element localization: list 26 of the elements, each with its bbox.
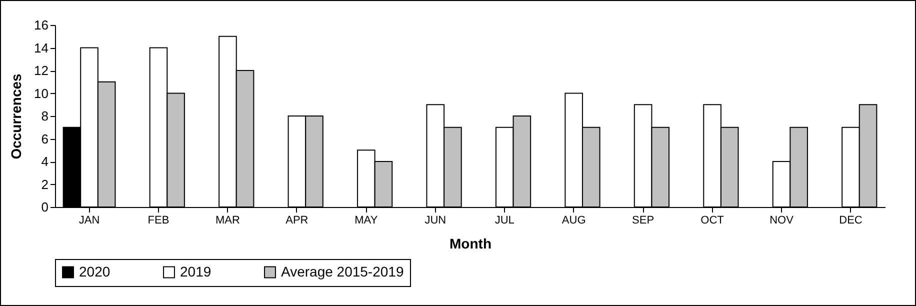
x-tick-label: MAR <box>215 214 240 226</box>
y-tick-label: 16 <box>34 18 48 32</box>
legend-label: Average 2015-2019 <box>281 263 404 280</box>
y-tick-label: 10 <box>34 86 48 101</box>
y-tick-label: 12 <box>34 63 48 78</box>
legend-label: 2020 <box>79 263 110 280</box>
x-tick-label: FEB <box>148 214 170 226</box>
y-tick-label: 0 <box>41 200 48 214</box>
x-tick-label: SEP <box>632 214 654 226</box>
x-tick-label: OCT <box>700 214 724 226</box>
x-tick-label: JUL <box>494 214 514 226</box>
x-tick-label: JUN <box>424 214 446 226</box>
y-tick-label: 6 <box>41 131 48 146</box>
x-tick-label: JAN <box>78 214 100 226</box>
legend-label: 2019 <box>180 263 212 280</box>
x-tick-label: MAY <box>354 214 378 226</box>
x-tick-label: APR <box>286 214 308 226</box>
x-tick-label: DEC <box>839 214 862 226</box>
y-axis-title: Occurrences <box>8 73 24 160</box>
y-tick-label: 4 <box>41 154 48 169</box>
x-axis-title: Month <box>450 236 492 252</box>
y-tick-label: 2 <box>41 176 48 192</box>
x-tick-label: AUG <box>562 214 586 226</box>
y-tick-label: 8 <box>41 108 48 124</box>
x-tick-label: NOV <box>770 214 794 226</box>
y-tick-label: 14 <box>34 40 48 56</box>
